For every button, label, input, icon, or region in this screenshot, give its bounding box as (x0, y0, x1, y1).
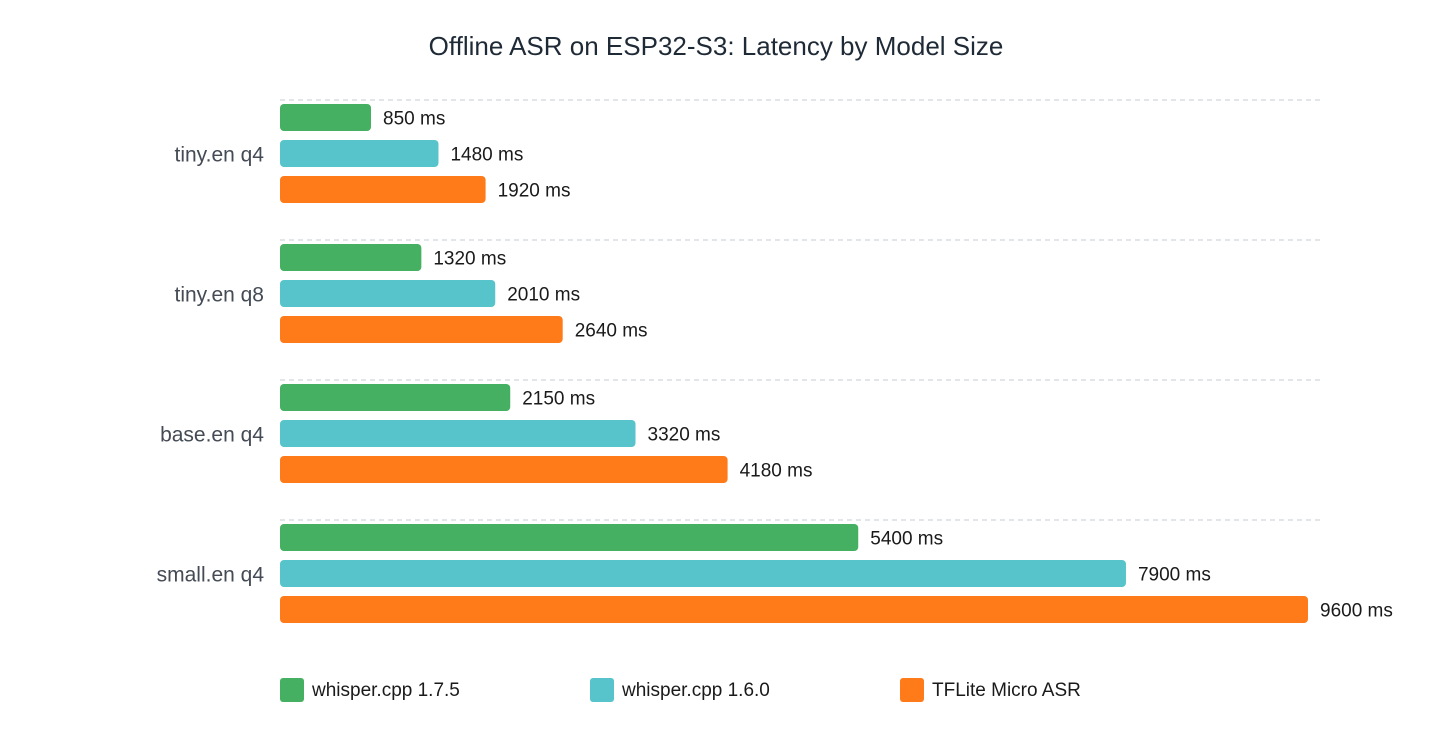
bar-tflite-micro-asr-small-en-q4 (280, 596, 1308, 623)
legend: whisper.cpp 1.7.5 whisper.cpp 1.6.0 TFLite… (280, 678, 1081, 702)
category-labels: tiny.en q4 tiny.en q8 base.en q4 small.en q… (157, 144, 265, 587)
bars (280, 104, 1308, 623)
value-label: 7900 ms (1138, 565, 1211, 586)
category-label: tiny.en q4 (174, 144, 264, 167)
legend-swatch (280, 678, 304, 702)
category-label: base.en q4 (160, 424, 264, 447)
bar-tflite-micro-asr-base-en-q4 (280, 456, 728, 483)
chart-title: Offline ASR on ESP32-S3: Latency by Mode… (429, 31, 1004, 61)
category-label: small.en q4 (157, 564, 265, 587)
legend-label: whisper.cpp 1.6.0 (621, 680, 770, 701)
value-label: 2640 ms (575, 321, 648, 342)
value-label: 3320 ms (648, 425, 721, 446)
bar-whisper-cpp-1-6-0-base-en-q4 (280, 420, 636, 447)
bar-whisper-cpp-1-7-5-small-en-q4 (280, 524, 859, 551)
legend-swatch (590, 678, 614, 702)
legend-label: TFLite Micro ASR (932, 680, 1081, 701)
value-label: 1920 ms (498, 181, 571, 202)
bar-whisper-cpp-1-6-0-tiny-en-q8 (280, 280, 496, 307)
value-label: 9600 ms (1320, 601, 1393, 622)
legend-swatch (900, 678, 924, 702)
bar-tflite-micro-asr-tiny-en-q4 (280, 176, 486, 203)
bar-whisper-cpp-1-6-0-small-en-q4 (280, 560, 1126, 587)
bar-tflite-micro-asr-tiny-en-q8 (280, 316, 563, 343)
bar-whisper-cpp-1-7-5-tiny-en-q4 (280, 104, 372, 131)
bar-whisper-cpp-1-6-0-tiny-en-q4 (280, 140, 439, 167)
value-label: 2010 ms (507, 285, 580, 306)
category-label: tiny.en q8 (174, 284, 264, 307)
value-label: 1480 ms (450, 145, 523, 166)
value-label: 4180 ms (740, 461, 813, 482)
value-label: 2150 ms (522, 389, 595, 410)
grid-lines (280, 99, 1320, 521)
value-label: 850 ms (383, 109, 445, 130)
value-label: 1320 ms (433, 249, 506, 270)
bar-whisper-cpp-1-7-5-tiny-en-q8 (280, 244, 422, 271)
legend-label: whisper.cpp 1.7.5 (311, 680, 460, 701)
value-label: 5400 ms (870, 529, 943, 550)
bar-whisper-cpp-1-7-5-base-en-q4 (280, 384, 511, 411)
